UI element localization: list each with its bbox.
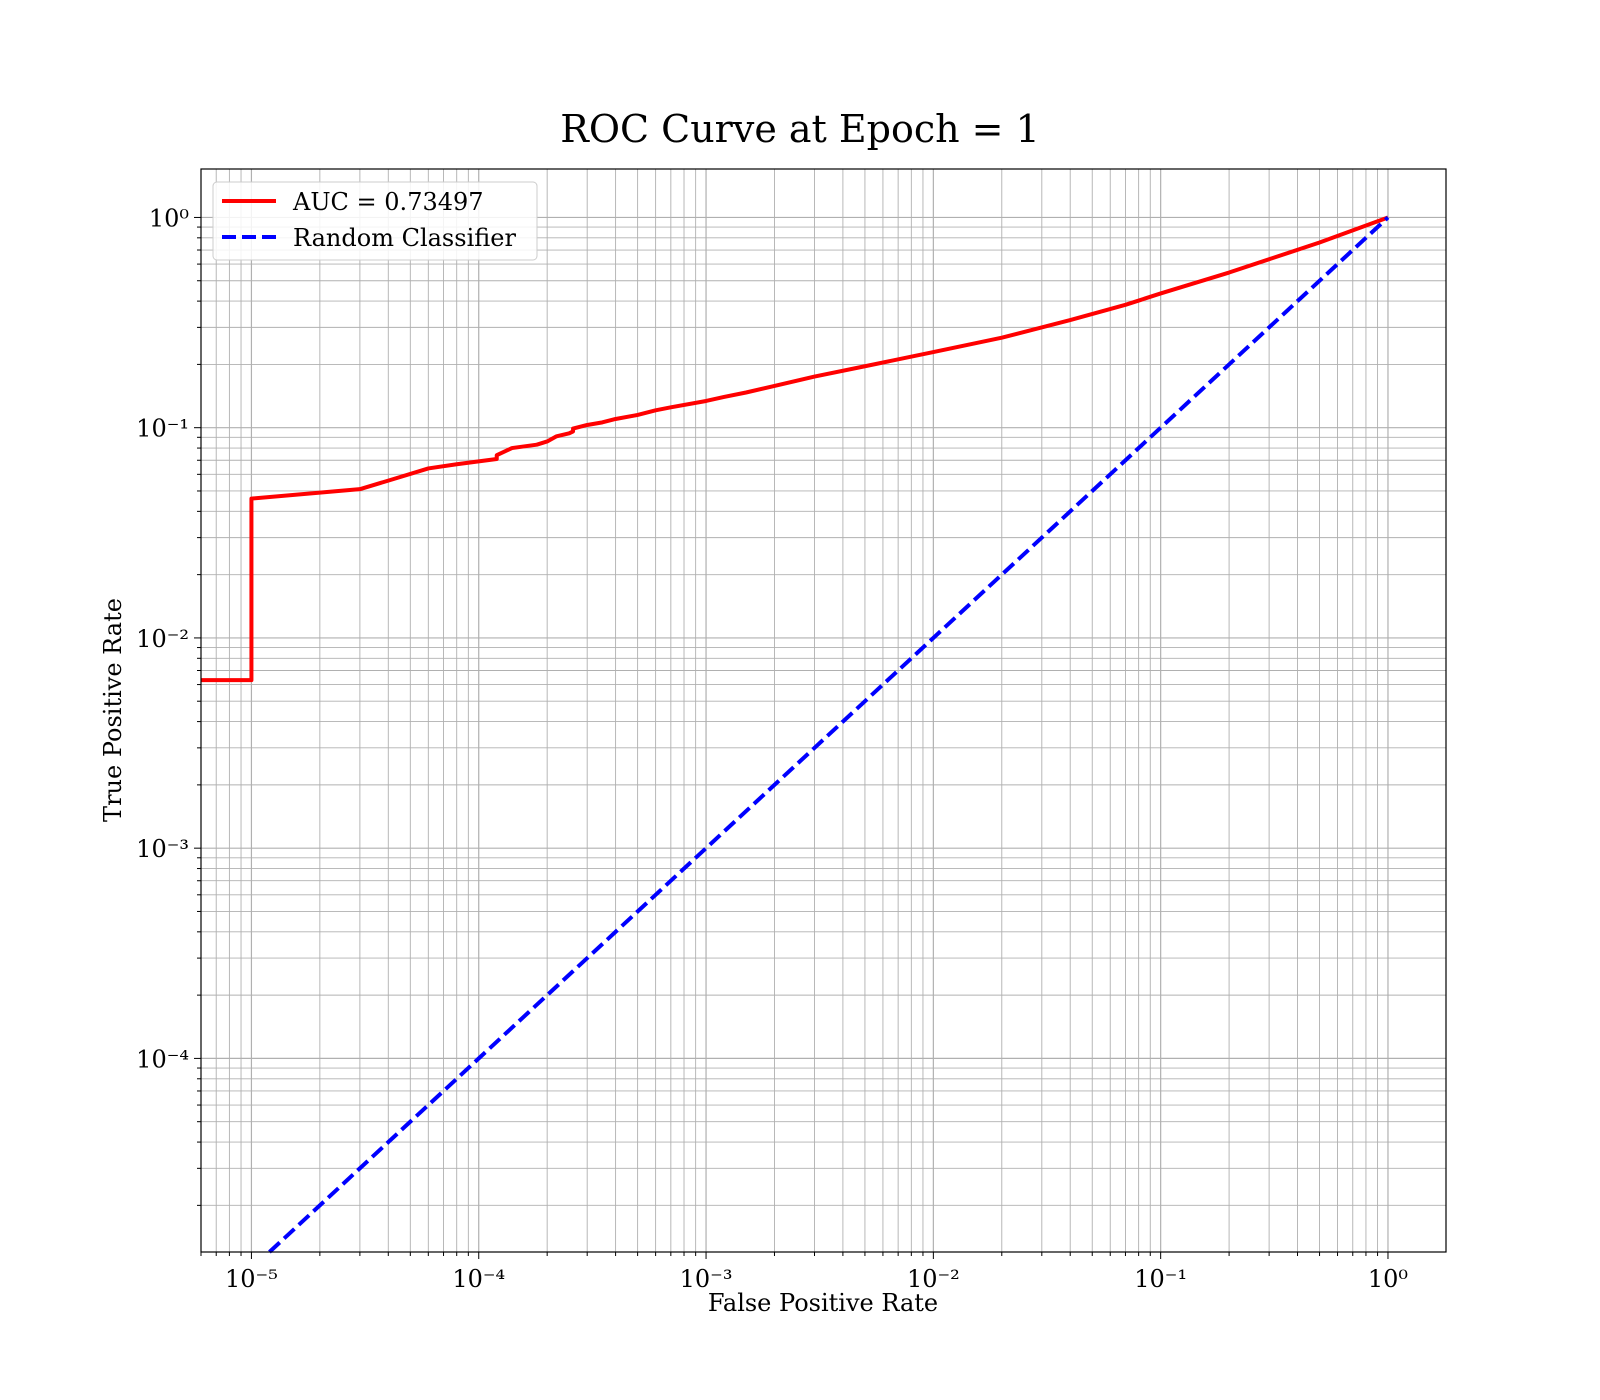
y-tick-label: 10⁻⁴	[136, 1045, 189, 1073]
x-tick-label: 10⁻²	[907, 1265, 960, 1293]
y-tick-label: 10⁻³	[136, 835, 189, 863]
chart-title: ROC Curve at Epoch = 1	[560, 107, 1040, 151]
ticks	[194, 216, 1389, 1259]
y-tick-label: 10⁻¹	[136, 415, 189, 443]
roc-curve-line	[201, 215, 1389, 683]
x-tick-label: 10⁻⁵	[225, 1265, 278, 1293]
grid-major	[201, 169, 1446, 1252]
x-tick-label: 10⁻³	[680, 1265, 733, 1293]
legend-box	[212, 181, 538, 261]
legend-label-random: Random Classifier	[293, 224, 516, 252]
grid-minor	[200, 169, 1446, 1252]
legend-label-roc: AUC = 0.73497	[292, 188, 484, 216]
x-tick-label: 10⁻¹	[1134, 1265, 1187, 1293]
x-axis-label: False Positive Rate	[708, 1289, 938, 1317]
x-tick-label: 10⁻⁴	[452, 1265, 505, 1293]
plot-frame	[200, 168, 1447, 1253]
y-axis-label: True Positive Rate	[99, 598, 127, 822]
y-tick-label: 10⁻²	[136, 625, 189, 653]
y-tick-label: 10⁰	[149, 204, 189, 232]
legend: AUC = 0.73497 Random Classifier	[212, 181, 538, 261]
random-classifier-line	[268, 215, 1390, 1254]
tick-labels: 10⁻⁵ 10⁻⁴ 10⁻³ 10⁻² 10⁻¹ 10⁰ 10⁻⁴ 10⁻³ 10⁻² 10⁻¹ 1…	[136, 204, 1408, 1293]
x-tick-label: 10⁰	[1368, 1265, 1408, 1293]
series-layer	[201, 215, 1390, 1254]
